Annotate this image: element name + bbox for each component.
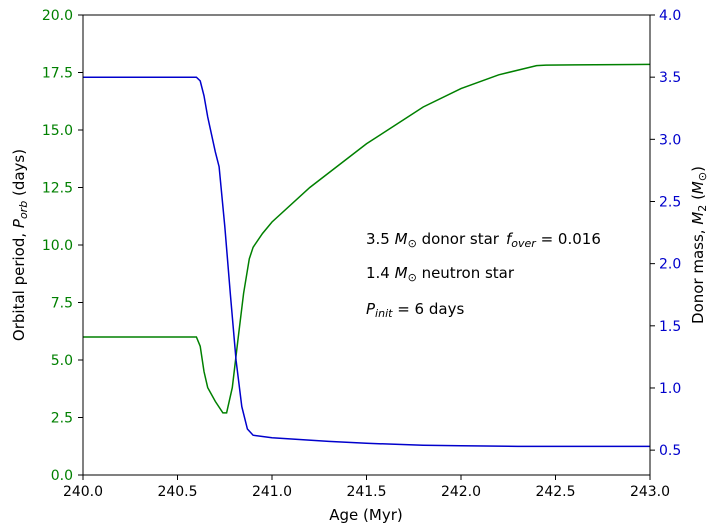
- right-y-tick-label: 2.0: [659, 257, 681, 273]
- left-y-tick-label: 15.0: [42, 123, 73, 139]
- right-y-axis-label: Donor mass, M2 (M⊙): [689, 166, 709, 324]
- x-tick-label: 242.5: [535, 484, 575, 500]
- x-tick-label: 241.5: [346, 484, 386, 500]
- right-y-tick-label: 1.0: [659, 381, 681, 397]
- annotation-p-init: Pinit = 6 days: [366, 300, 464, 320]
- right-y-tick-label: 3.5: [659, 70, 681, 86]
- left-y-axis-ticks: 0.0 2.5 5.0 7.5 10.0 12.5 15.0 17.5 20.0: [42, 8, 83, 484]
- x-axis-label: Age (Myr): [329, 506, 402, 524]
- left-y-tick-label: 7.5: [51, 296, 73, 312]
- right-y-tick-label: 3.0: [659, 132, 681, 148]
- right-y-tick-label: 1.5: [659, 319, 681, 335]
- left-y-tick-label: 2.5: [51, 411, 73, 427]
- annotation-neutron-star: 1.4 M⊙ neutron star: [366, 264, 515, 284]
- right-y-tick-label: 4.0: [659, 8, 681, 24]
- left-y-axis-label: Orbital period, Porb (days): [10, 149, 30, 341]
- x-tick-label: 240.5: [157, 484, 197, 500]
- mass-series-line: [83, 76, 650, 448]
- right-y-tick-label: 2.5: [659, 194, 681, 210]
- left-y-tick-label: 12.5: [42, 181, 73, 197]
- x-tick-label: 243.0: [630, 484, 670, 500]
- left-y-tick-label: 20.0: [42, 8, 73, 24]
- x-axis-ticks: 240.0 240.5 241.0 241.5 242.0 242.5 243.0: [63, 475, 670, 500]
- right-y-tick-label: 0.5: [659, 443, 681, 459]
- period-series-line: [83, 63, 651, 414]
- left-y-tick-label: 5.0: [51, 353, 73, 369]
- left-y-tick-label: 10.0: [42, 238, 73, 254]
- x-tick-label: 242.0: [441, 484, 481, 500]
- x-tick-label: 240.0: [63, 484, 103, 500]
- x-tick-label: 241.0: [252, 484, 292, 500]
- annotation-donor-star: 3.5 M⊙ donor star: [366, 230, 500, 250]
- left-y-tick-label: 17.5: [42, 66, 73, 82]
- right-y-axis-ticks: 0.5 1.0 1.5 2.0 2.5 3.0 3.5 4.0: [650, 8, 681, 459]
- annotation-f-over: fover = 0.016: [506, 230, 601, 250]
- left-y-tick-label: 0.0: [51, 468, 73, 484]
